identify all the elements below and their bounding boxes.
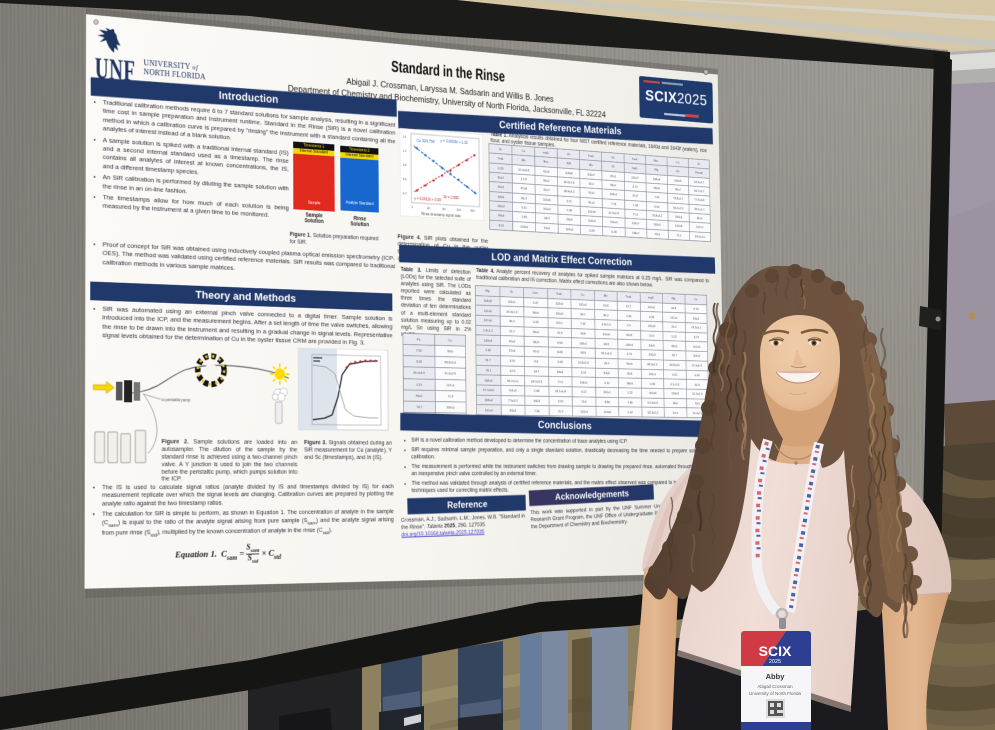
svg-text:to peristaltic pump: to peristaltic pump [162, 398, 191, 402]
svg-text:40: 40 [427, 206, 430, 210]
svg-text:Abigail Crossman: Abigail Crossman [757, 684, 793, 689]
svg-text:0: 0 [411, 205, 413, 209]
svg-text:Rinse timestamp signal ratio: Rinse timestamp signal ratio [421, 212, 460, 218]
svg-text:0.2: 0.2 [403, 191, 407, 195]
svg-text:2025: 2025 [769, 659, 781, 665]
svg-text:y = 0.0013x + 0.09: y = 0.0013x + 0.09 [414, 197, 441, 202]
svg-text:0.6: 0.6 [403, 177, 407, 181]
svg-text:R² = 0.999: R² = 0.999 [444, 196, 459, 201]
svg-text:Abby: Abby [766, 672, 786, 681]
svg-text:0.8: 0.8 [403, 163, 407, 167]
svg-text:1.2: 1.2 [403, 149, 407, 153]
svg-text:Cu 324.754: Cu 324.754 [417, 138, 436, 144]
svg-text:SCIX: SCIX [759, 643, 792, 659]
svg-text:120: 120 [456, 208, 461, 212]
svg-text:80: 80 [442, 207, 445, 211]
svg-text:University of North Florida: University of North Florida [749, 691, 802, 696]
svg-text:1.4: 1.4 [402, 135, 406, 139]
svg-text:160: 160 [470, 209, 475, 213]
svg-text:y = -0.0016x + 1.32: y = -0.0016x + 1.32 [440, 139, 467, 145]
